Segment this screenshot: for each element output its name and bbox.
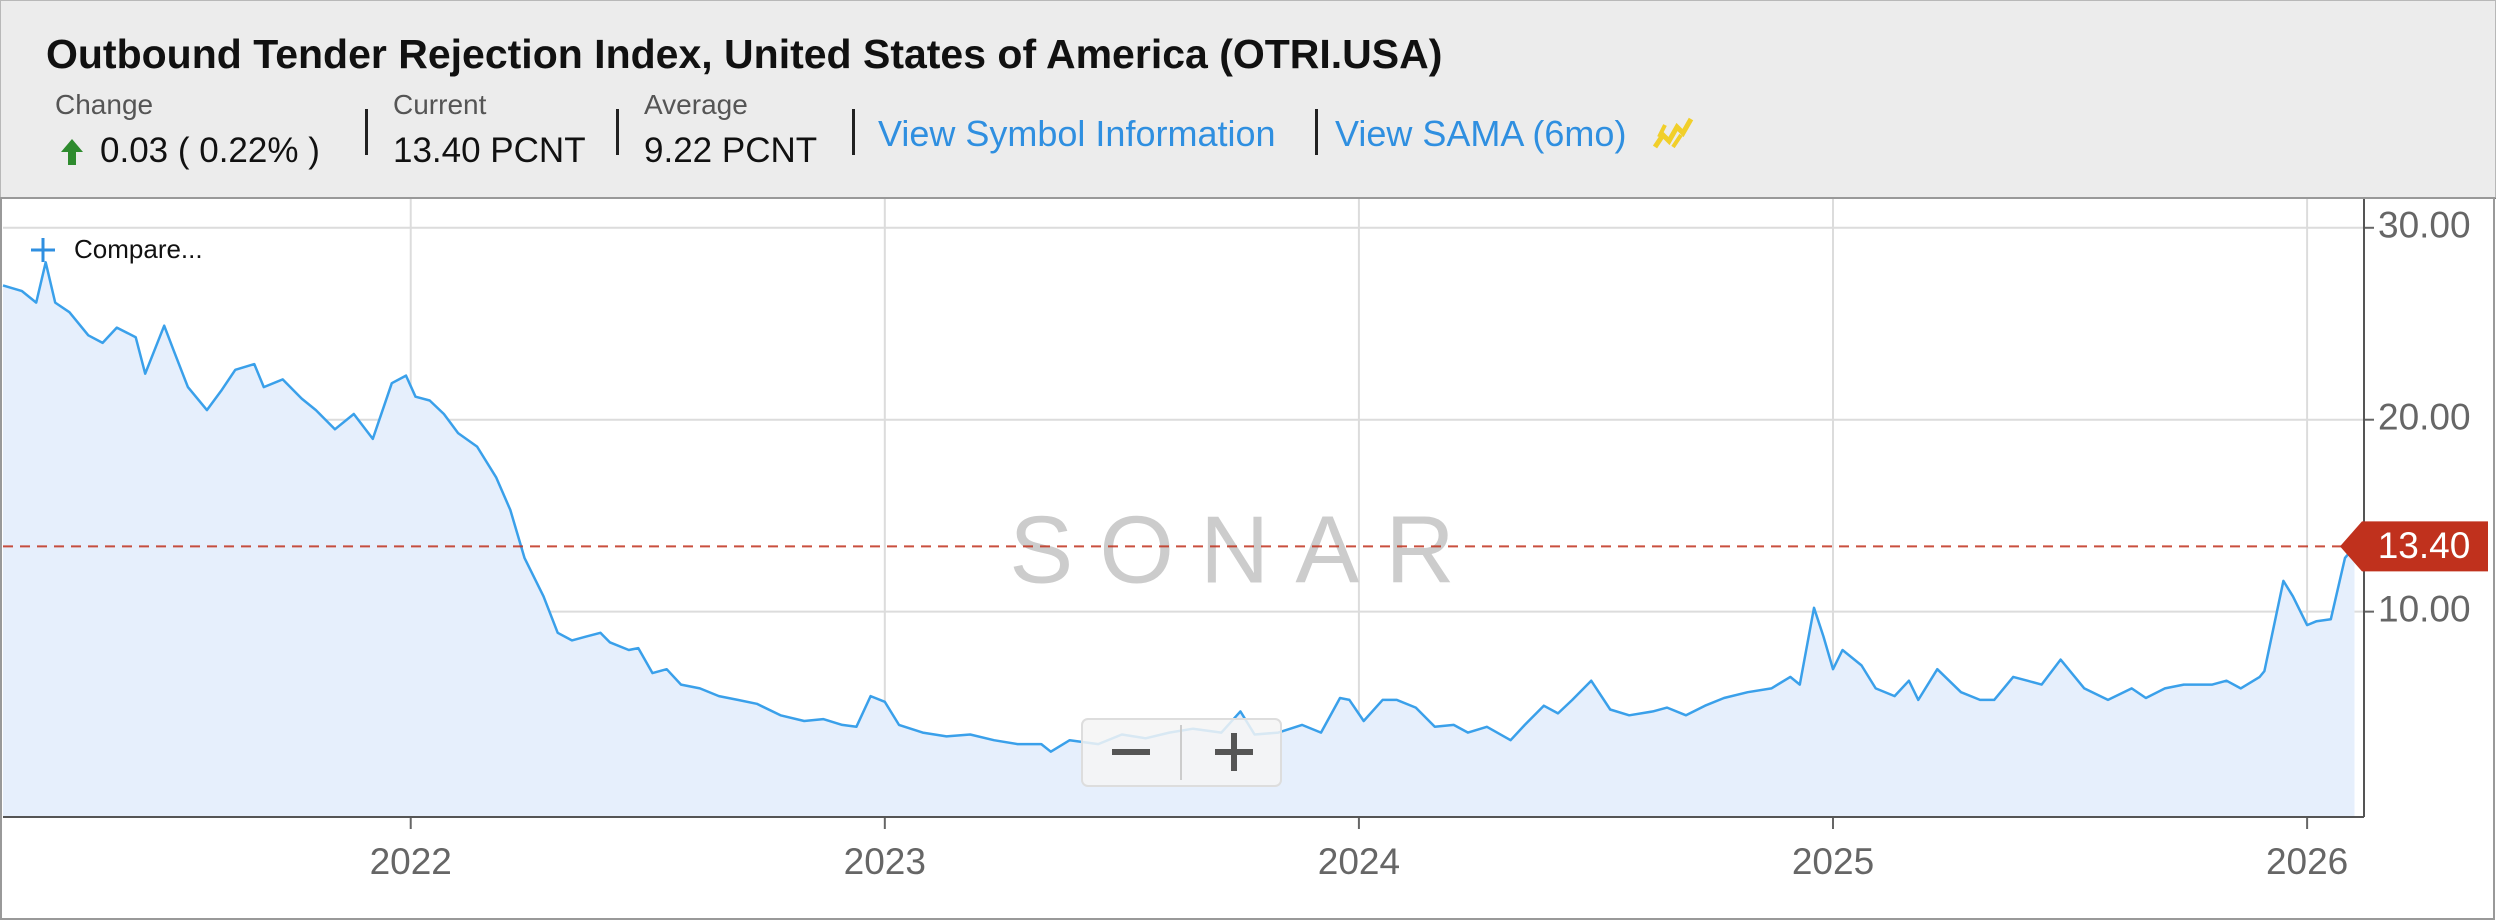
separator (1315, 109, 1318, 155)
title: Outbound Tender Rejection Index, United … (46, 31, 1443, 77)
average-value: 9.22 PCNT (644, 131, 818, 170)
area (3, 262, 2355, 817)
separator (365, 109, 368, 155)
current-tag (2340, 521, 2488, 572)
x-tick-label: 2025 (1792, 841, 1874, 882)
chart: Compare... 2022 2023 2024 2025 2026 10.00 20.0… (0, 197, 2495, 920)
average-label: Average (644, 89, 748, 120)
x-tick-label: 2026 (2266, 841, 2348, 882)
up-arrow (61, 139, 83, 165)
symbol-link[interactable]: View Symbol Information (878, 113, 1276, 154)
separator (852, 109, 855, 155)
y-tick-label: 30.00 (2378, 205, 2471, 246)
current-label: Current (393, 89, 487, 120)
separator (616, 109, 619, 155)
change-value: 0.03 ( 0.22% ) (100, 131, 320, 170)
y-tick-label: 10.00 (2378, 588, 2471, 629)
watermark: SONAR (1009, 496, 1480, 603)
change-label: Change (55, 89, 154, 120)
x-tick-label: 2022 (370, 841, 452, 882)
sama-icon[interactable] (1651, 113, 1695, 153)
x-tick-label: 2023 (844, 841, 926, 882)
x-tick-label: 2024 (1318, 841, 1400, 882)
current-value: 13.40 PCNT (393, 131, 586, 170)
compare-button[interactable]: Compare... (74, 234, 203, 264)
y-tick-label: 20.00 (2378, 396, 2471, 437)
current-tag-label: 13.40 (2378, 525, 2471, 566)
header: Outbound Tender Rejection Index, United … (0, 0, 2496, 199)
sama-link[interactable]: View SAMA (6mo) (1335, 113, 1627, 154)
